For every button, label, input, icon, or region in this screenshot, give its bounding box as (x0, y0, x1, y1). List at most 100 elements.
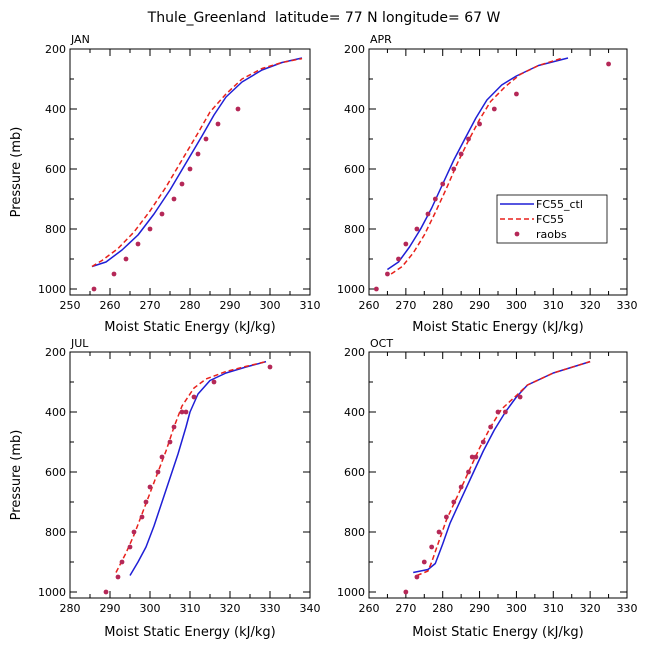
figure-title: Thule_Greenland latitude= 77 N longitude… (147, 10, 501, 26)
y-tick-label: 200 (45, 346, 66, 359)
raobs-point (267, 364, 273, 370)
panel-label: JAN (70, 33, 90, 46)
legend-label-fc55-ctl: FC55_ctl (536, 198, 583, 211)
raobs-point (491, 106, 497, 112)
y-tick-label: 400 (344, 406, 365, 419)
x-tick-label: 280 (60, 602, 81, 615)
x-tick-label: 260 (100, 299, 121, 312)
raobs-point (159, 211, 165, 217)
x-tick-label: 290 (100, 602, 121, 615)
raobs-point (502, 409, 508, 415)
panel-jul: JUL Moist Static Energy (kJ/kg) Pressure… (9, 337, 321, 640)
raobs-point (495, 409, 501, 415)
y-tick-label: 800 (45, 526, 66, 539)
raobs-point (451, 499, 457, 505)
raobs-point (425, 211, 431, 217)
raobs-point (195, 151, 201, 157)
series-line-fc55 (390, 57, 561, 275)
raobs-point (191, 394, 197, 400)
plot-frame (69, 351, 311, 599)
raobs-point (135, 241, 141, 247)
series-line-fc55-ctl (413, 360, 591, 574)
x-axis-title: Moist Static Energy (kJ/kg) (104, 320, 275, 335)
y-tick-label: 400 (344, 103, 365, 116)
x-tick-label: 280 (432, 602, 453, 615)
raobs-point (385, 271, 390, 277)
legend-label-fc55: FC55 (536, 213, 564, 226)
x-tick-label: 320 (580, 299, 601, 312)
raobs-point (91, 286, 97, 292)
y-tick-label: 1000 (337, 283, 365, 296)
y-tick-label: 800 (344, 223, 365, 236)
raobs-point (466, 469, 471, 475)
raobs-point (155, 469, 161, 475)
raobs-point (469, 454, 475, 460)
panel-label: OCT (370, 337, 393, 350)
panel-oct: OCT Moist Static Energy (kJ/kg) 260 270 28… (337, 337, 638, 640)
raobs-point (183, 409, 189, 415)
x-tick-label: 310 (543, 602, 564, 615)
x-tick-label: 270 (395, 602, 416, 615)
raobs-point (451, 166, 457, 172)
x-tick-label: 310 (180, 602, 201, 615)
raobs-point (159, 454, 165, 460)
x-tick-label: 340 (300, 602, 321, 615)
series-line-fc55 (91, 57, 303, 268)
raobs-point (473, 454, 479, 460)
raobs-point (480, 439, 486, 445)
raobs-point (211, 379, 217, 385)
legend-swatch-raobs (514, 231, 520, 237)
x-tick-label: 270 (140, 299, 161, 312)
x-tick-label: 300 (506, 299, 527, 312)
raobs-point (436, 529, 442, 535)
raobs-point (373, 286, 379, 292)
raobs-point (414, 226, 420, 232)
raobs-point (421, 559, 427, 565)
raobs-point (488, 424, 494, 430)
raobs-point (403, 589, 409, 595)
y-tick-label: 600 (45, 466, 66, 479)
x-tick-label: 270 (395, 299, 416, 312)
y-tick-label: 200 (45, 43, 66, 56)
x-tick-label: 290 (469, 602, 490, 615)
y-tick-label: 1000 (337, 586, 365, 599)
raobs-point (606, 61, 611, 67)
raobs-point (143, 499, 149, 505)
raobs-point (139, 514, 145, 520)
x-tick-label: 290 (469, 299, 490, 312)
y-tick-label: 1000 (38, 283, 66, 296)
panel-apr: APR Moist Static Energy (kJ/kg) 260 270 28… (337, 33, 638, 335)
y-tick-label: 200 (344, 43, 365, 56)
y-axis-title: Pressure (mb) (9, 430, 24, 521)
x-tick-label: 280 (432, 299, 453, 312)
series-line-fc55-ctl (129, 360, 267, 576)
raobs-point (432, 196, 438, 202)
panel-jan: JAN Moist Static Energy (kJ/kg) Pressure… (9, 33, 321, 335)
x-tick-label: 330 (617, 602, 638, 615)
series-line-fc55-ctl (91, 57, 303, 268)
x-tick-label: 320 (580, 602, 601, 615)
raobs-point (403, 241, 409, 247)
raobs-point (119, 559, 125, 565)
panel-label: APR (370, 33, 392, 46)
x-tick-label: 330 (617, 299, 638, 312)
y-tick-label: 600 (344, 466, 365, 479)
raobs-point (203, 136, 209, 142)
raobs-point (115, 574, 121, 580)
raobs-point (103, 589, 109, 595)
raobs-point (123, 256, 129, 262)
raobs-point (517, 394, 523, 400)
x-tick-label: 330 (260, 602, 281, 615)
raobs-point (514, 91, 519, 97)
raobs-point (111, 271, 117, 277)
raobs-point (440, 181, 446, 187)
raobs-point (477, 121, 482, 127)
raobs-point (127, 544, 133, 550)
x-tick-label: 280 (180, 299, 201, 312)
raobs-point (131, 529, 137, 535)
x-axis-title: Moist Static Energy (kJ/kg) (412, 320, 583, 335)
x-tick-label: 320 (220, 602, 241, 615)
y-tick-label: 1000 (38, 586, 66, 599)
y-tick-label: 800 (45, 223, 66, 236)
